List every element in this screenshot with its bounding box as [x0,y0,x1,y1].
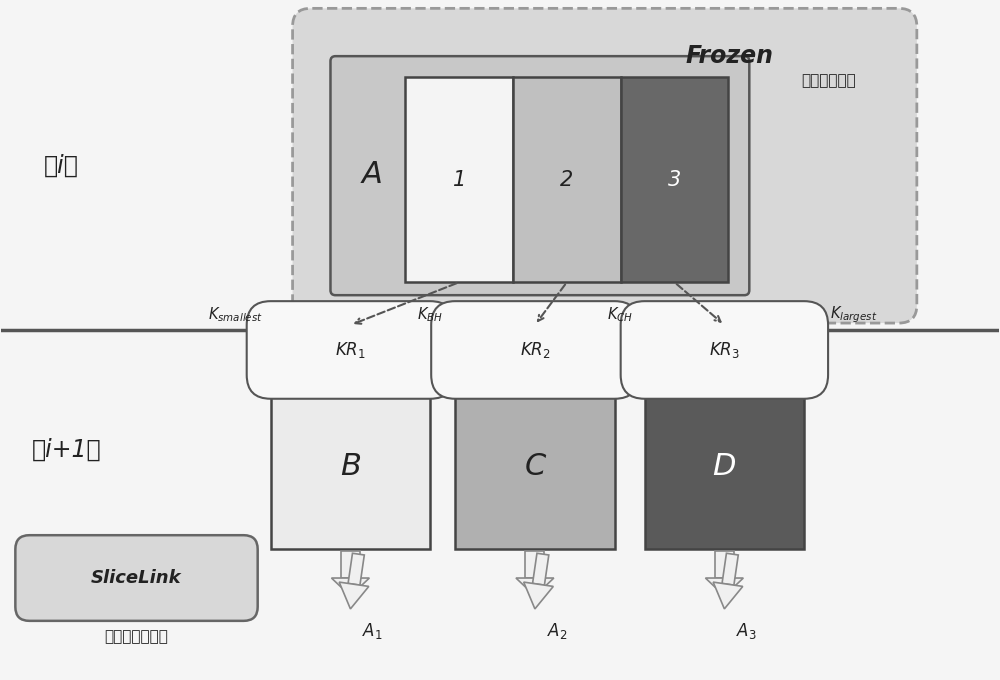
Text: SliceLink: SliceLink [91,569,182,587]
Bar [513,77,621,282]
Text: $A_1$: $A_1$ [362,621,383,641]
FancyBboxPatch shape [330,56,749,295]
Text: $A_2$: $A_2$ [547,621,567,641]
Text: $K_{smallest}$: $K_{smallest}$ [208,306,263,324]
Polygon shape [713,582,743,609]
Text: 3: 3 [668,169,681,190]
FancyBboxPatch shape [621,301,828,398]
Text: B: B [340,452,361,481]
Bar [715,551,734,578]
Polygon shape [339,582,369,609]
Bar [525,551,544,578]
Polygon shape [331,578,369,596]
Text: （冻结状态）: （冻结状态） [802,73,856,88]
Text: $K_{BH}$: $K_{BH}$ [417,306,443,324]
Polygon shape [524,582,553,609]
Bar [455,385,615,549]
Bar [405,77,513,282]
FancyBboxPatch shape [15,535,258,621]
FancyBboxPatch shape [293,8,917,323]
Bar [645,385,804,549]
Text: $KR_3$: $KR_3$ [709,340,740,360]
Polygon shape [348,554,364,585]
Bar [271,385,430,549]
Text: 第i层: 第i层 [44,154,79,177]
Text: D: D [713,452,736,481]
Polygon shape [705,578,743,596]
FancyBboxPatch shape [431,301,639,398]
Text: （链接元数据）: （链接元数据） [105,629,168,644]
Text: $K_{largest}$: $K_{largest}$ [830,305,878,326]
Bar [621,77,728,282]
Text: Frozen: Frozen [685,44,773,68]
Text: 1: 1 [452,169,466,190]
Text: $A_3$: $A_3$ [736,621,757,641]
Text: C: C [524,452,546,481]
Text: $K_{CH}$: $K_{CH}$ [607,306,633,324]
Polygon shape [533,554,549,585]
Polygon shape [722,554,738,585]
Text: A: A [362,160,383,189]
FancyBboxPatch shape [247,301,454,398]
Text: $KR_2$: $KR_2$ [520,340,550,360]
Text: 第i+1层: 第i+1层 [31,437,101,462]
Text: 2: 2 [560,169,573,190]
Bar [341,551,360,578]
Text: $KR_1$: $KR_1$ [335,340,366,360]
Polygon shape [516,578,554,596]
